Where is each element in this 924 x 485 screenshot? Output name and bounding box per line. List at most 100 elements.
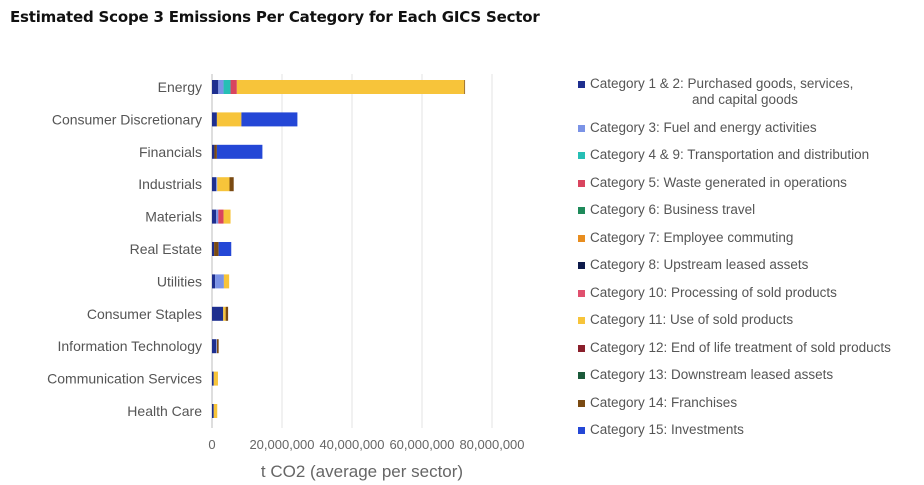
bar-segment [236,80,465,94]
bar-segment [212,80,219,94]
bar-segment [212,371,214,386]
x-tick-label: 0 [208,437,215,452]
bar-segment [216,112,242,127]
legend-label: and capital goods [692,92,798,107]
bar-segment [216,339,217,354]
bar-segment [229,177,234,192]
bar-segment [214,242,219,256]
legend-label: Category 11: Use of sold products [590,312,794,327]
bar-segment [212,404,214,418]
legend-item: Category 1 & 2: Purchased goods, service… [578,76,924,108]
category-labels: Energy Consumer Discretionary Financials In… [47,79,202,419]
bar-segment [218,242,232,256]
bar-segment [212,339,217,354]
legend-item: Category 15: Investments [578,422,924,438]
category-label: Communication Services [47,371,202,387]
legend-swatch [578,262,585,269]
legend-label: Category 12: End of life treatment of so… [590,339,891,355]
bar-segment [216,144,263,159]
bar-segment [212,306,224,321]
legend-label: Category 8: Upstream leased assets [590,257,809,272]
legend-label: Category 7: Employee commuting [590,229,794,245]
bar-segment [223,80,231,94]
legend-swatch [578,207,585,214]
legend-swatch [578,124,585,132]
legend-item: Category 8: Upstream leased assets [578,257,924,273]
legend-label: Category 1 & 2: Purchased goods, service… [590,76,854,91]
bar-segment [218,209,224,224]
legend-swatch [578,344,585,352]
chart-title: Estimated Scope 3 Emissions Per Category… [10,8,540,26]
category-label: Financials [139,144,202,160]
legend-label: Category 14: Franchises [590,394,738,410]
legend-item: Category 4 & 9: Transportation and distr… [578,147,924,163]
category-label: Consumer Staples [87,306,202,322]
legend-label: Category 3: Fuel and energy activities [590,119,817,135]
legend-swatch [578,81,585,88]
category-label: Information Technology [58,338,203,354]
legend-label: Category 13: Downstream leased assets [590,367,834,382]
bar-segment [223,209,231,224]
x-tick-label: 80,000,000 [459,437,524,452]
legend-item: Category 14: Franchises [578,395,924,411]
bars [212,80,466,418]
x-axis-title: t CO2 (average per sector) [261,462,463,481]
bar-segment [218,80,224,94]
stacked-bar-chart: Energy Consumer Discretionary Financials In… [47,74,525,481]
bar-segment [230,80,237,94]
legend-item: Category 11: Use of sold products [578,312,924,328]
bar-segment [217,177,230,192]
legend-swatch [578,152,585,159]
legend-swatch [578,427,585,434]
bar-segment [212,274,216,289]
bar-segment [464,80,466,94]
legend-swatch [578,317,585,324]
legend-item: Category 13: Downstream leased assets [578,367,924,383]
bar-segment [213,404,218,418]
bar-segment [216,177,218,192]
legend-item: Category 6: Business travel [578,202,924,218]
bar-segment [212,144,215,159]
bar-segment [223,274,230,289]
category-label: Health Care [127,403,202,419]
legend-item: Category 7: Employee commuting [578,230,924,246]
bar-segment [213,371,218,386]
legend-label: Category 6: Business travel [590,202,756,217]
bar-segment [212,112,217,127]
legend-swatch [578,289,585,297]
legend-label: Category 4 & 9: Transportation and distr… [590,147,870,162]
bar-segment [225,306,229,321]
bar-segment [215,274,224,289]
legend-label: Category 15: Investments [590,422,744,437]
category-label: Materials [145,209,202,225]
x-tick-labels: 0 20,000,000 40,000,000 60,000,000 80,000,00… [208,437,524,452]
bar-segment [223,306,226,321]
bar-segment [241,112,298,127]
bar-segment [214,144,217,159]
x-tick-label: 60,000,000 [389,437,454,452]
category-label: Utilities [157,273,202,289]
legend-item: Category 5: Waste generated in operation… [578,175,924,191]
bar-segment [216,339,219,354]
bar-segment [212,177,217,192]
category-label: Energy [158,79,202,95]
legend-item: Category 3: Fuel and energy activities [578,120,924,136]
legend-swatch [578,234,585,242]
legend-label: Category 5: Waste generated in operation… [590,174,847,190]
x-tick-label: 20,000,000 [249,437,314,452]
category-label: Industrials [138,176,202,192]
legend-item: Category 12: End of life treatment of so… [578,340,924,356]
legend-label: Category 10: Processing of sold products [590,284,837,300]
bar-segment [216,209,219,224]
bar-segment [212,242,215,256]
x-tick-label: 40,000,000 [319,437,384,452]
category-label: Consumer Discretionary [52,111,202,127]
legend-swatch [578,179,585,187]
legend-swatch [578,372,585,379]
bar-segment [212,209,217,224]
legend-item: Category 10: Processing of sold products [578,285,924,301]
gridlines [211,74,493,428]
legend-swatch [578,399,585,407]
category-label: Real Estate [130,241,203,257]
legend: Category 1 & 2: Purchased goods, service… [578,76,924,450]
